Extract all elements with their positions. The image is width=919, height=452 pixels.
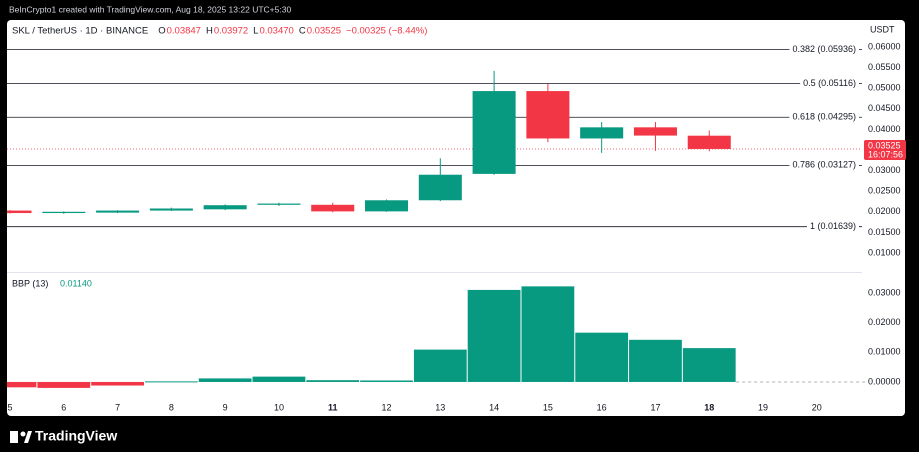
indicator-title: BBP (13)	[12, 278, 48, 288]
y-tick-label: 0.04000	[868, 124, 901, 134]
x-tick-label: 16	[597, 402, 607, 412]
candle-body	[42, 211, 86, 214]
ohlc-key: L	[253, 26, 258, 37]
countdown: 16:07:56	[868, 149, 903, 159]
ohlc-key: O	[158, 26, 165, 37]
bbp-bar	[413, 349, 467, 382]
candle-body	[203, 205, 247, 210]
x-tick-label: 14	[489, 402, 499, 412]
candles	[7, 70, 731, 214]
x-tick-label: 5	[8, 402, 13, 412]
x-tick-label: 18	[704, 402, 714, 412]
bbp-bar	[467, 289, 521, 382]
candle-body	[365, 200, 409, 212]
fib-label-bg	[789, 159, 859, 170]
candle-body	[149, 208, 193, 211]
columns	[7, 286, 736, 388]
fib-label: 0.5 (0.05116)	[803, 78, 856, 88]
candle-body	[257, 203, 301, 205]
candle-body	[687, 135, 731, 149]
candle-body	[580, 127, 624, 139]
ohlc-value: 0.03470	[259, 26, 293, 37]
last-price-box	[864, 139, 906, 160]
y-tick-label: 0.04500	[868, 103, 901, 113]
bbp-bar	[575, 332, 629, 382]
x-tick-label: 9	[223, 402, 228, 412]
last-price-label: 0.03525	[868, 140, 901, 150]
x-tick-label: 8	[169, 402, 174, 412]
y-tick-label: 0.01000	[868, 347, 901, 357]
x-tick-label: 19	[758, 402, 768, 412]
logo-mark	[24, 431, 32, 443]
ohlc-value: 0.03525	[307, 26, 341, 37]
candle-body	[418, 174, 462, 201]
x-tick-label: 6	[61, 402, 66, 412]
ohlc-key: H	[206, 26, 213, 37]
bbp-bar	[682, 348, 736, 382]
bbp-bar	[629, 339, 682, 382]
x-tick-label: 11	[328, 402, 338, 412]
fib-label-bg	[789, 44, 859, 55]
fib-label: 0.618 (0.04295)	[792, 112, 856, 122]
logo-mark	[10, 431, 18, 443]
bbp-bar	[521, 286, 575, 382]
fib-label: 1 (0.01639)	[810, 221, 856, 231]
ohlc-key: C	[299, 26, 306, 37]
fib-label-bg	[789, 111, 859, 122]
indicator-value: 0.01140	[60, 278, 92, 288]
bbp-bar	[144, 381, 198, 383]
logo: TradingView	[10, 428, 117, 444]
x-tick-label: 15	[543, 402, 553, 412]
y-tick-label: 0.02500	[868, 186, 901, 196]
symbol-title: SKL / TetherUS · 1D · BINANCE	[12, 26, 148, 37]
logo-mark	[20, 431, 26, 437]
bbp-bar	[91, 381, 144, 386]
y-tick-label: 0.05500	[868, 62, 901, 72]
candle-body	[526, 91, 570, 139]
bbp-bar	[306, 380, 360, 382]
brand: TradingView	[35, 428, 117, 444]
ohlc-value: 0.03972	[214, 26, 248, 37]
chart-panel	[7, 20, 905, 416]
x-tick-label: 7	[115, 402, 120, 412]
axis-unit: USDT	[870, 24, 895, 34]
bbp-bar	[37, 381, 91, 388]
y-tick-label: 0.01500	[868, 227, 901, 237]
fib-label: 0.382 (0.05936)	[792, 44, 856, 54]
candle-body	[472, 91, 516, 174]
y-tick-label: 0.03000	[868, 165, 901, 175]
x-tick-label: 17	[650, 402, 660, 412]
bbp-bar	[7, 381, 37, 388]
candle-body	[311, 204, 355, 212]
y-tick-label: 0.00000	[868, 376, 901, 386]
fib-label: 0.786 (0.03127)	[792, 160, 856, 170]
fib-label-bg	[800, 77, 859, 88]
x-tick-label: 20	[812, 402, 822, 412]
change: −0.00325 (−8.44%)	[346, 26, 427, 37]
candle-body	[96, 210, 140, 213]
y-tick-label: 0.01000	[868, 247, 901, 257]
credit: BeInCrypto1 created with TradingView.com…	[9, 4, 291, 14]
candle-body	[633, 127, 677, 136]
y-tick-label: 0.02000	[868, 206, 901, 216]
candle-body	[7, 210, 32, 214]
x-tick-label: 10	[274, 402, 284, 412]
bbp-bar	[198, 378, 252, 382]
fib-label-bg	[806, 221, 859, 232]
bbp-bar	[252, 376, 306, 382]
y-tick-label: 0.05000	[868, 83, 901, 93]
ohlc-value: 0.03847	[167, 26, 201, 37]
x-tick-label: 12	[382, 402, 392, 412]
y-tick-label: 0.06000	[868, 41, 901, 51]
x-tick-label: 13	[435, 402, 445, 412]
y-tick-label: 0.03000	[868, 287, 901, 297]
y-tick-label: 0.02000	[868, 317, 901, 327]
bbp-bar	[360, 380, 413, 382]
